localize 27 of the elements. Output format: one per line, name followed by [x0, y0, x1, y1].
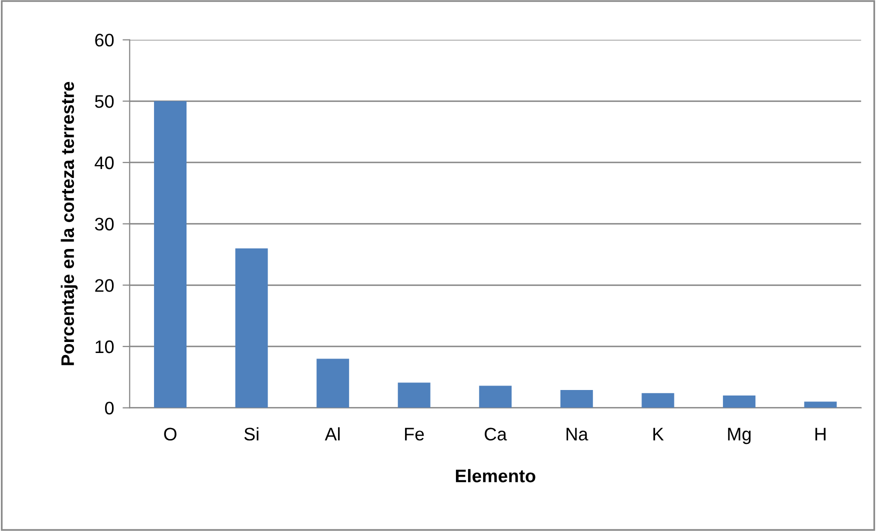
- bar: [722, 396, 756, 408]
- x-tick-label: Al: [324, 427, 340, 440]
- y-tick-label: 40: [94, 156, 114, 170]
- bar: [560, 390, 593, 408]
- bar: [642, 393, 674, 408]
- x-tick-label: K: [653, 428, 664, 440]
- x-tick-label: Fe: [405, 428, 424, 441]
- bar: [804, 402, 837, 408]
- bar: [398, 382, 430, 408]
- bar: [235, 248, 268, 408]
- x-tick-label: Na: [566, 428, 588, 441]
- y-tick-label: 20: [95, 279, 114, 292]
- x-tick-label: Mg: [728, 428, 751, 444]
- x-tick-label: O: [164, 428, 176, 441]
- bar: [316, 358, 350, 408]
- y-axis-title: Porcentaje en la corteza terrestre: [60, 82, 78, 366]
- bar: [479, 386, 512, 408]
- x-tick-label: Si: [244, 427, 258, 441]
- y-tick-label: 50: [95, 95, 114, 108]
- x-axis-title: Elemento: [456, 469, 536, 482]
- x-tick-label: Ca: [484, 428, 507, 441]
- y-tick-label: 0: [105, 402, 114, 415]
- bar: [154, 101, 187, 408]
- y-tick-label: 60: [95, 34, 114, 47]
- x-tick-label: H: [815, 428, 826, 440]
- y-tick-label: 30: [94, 218, 114, 231]
- y-tick-label: 10: [96, 340, 114, 354]
